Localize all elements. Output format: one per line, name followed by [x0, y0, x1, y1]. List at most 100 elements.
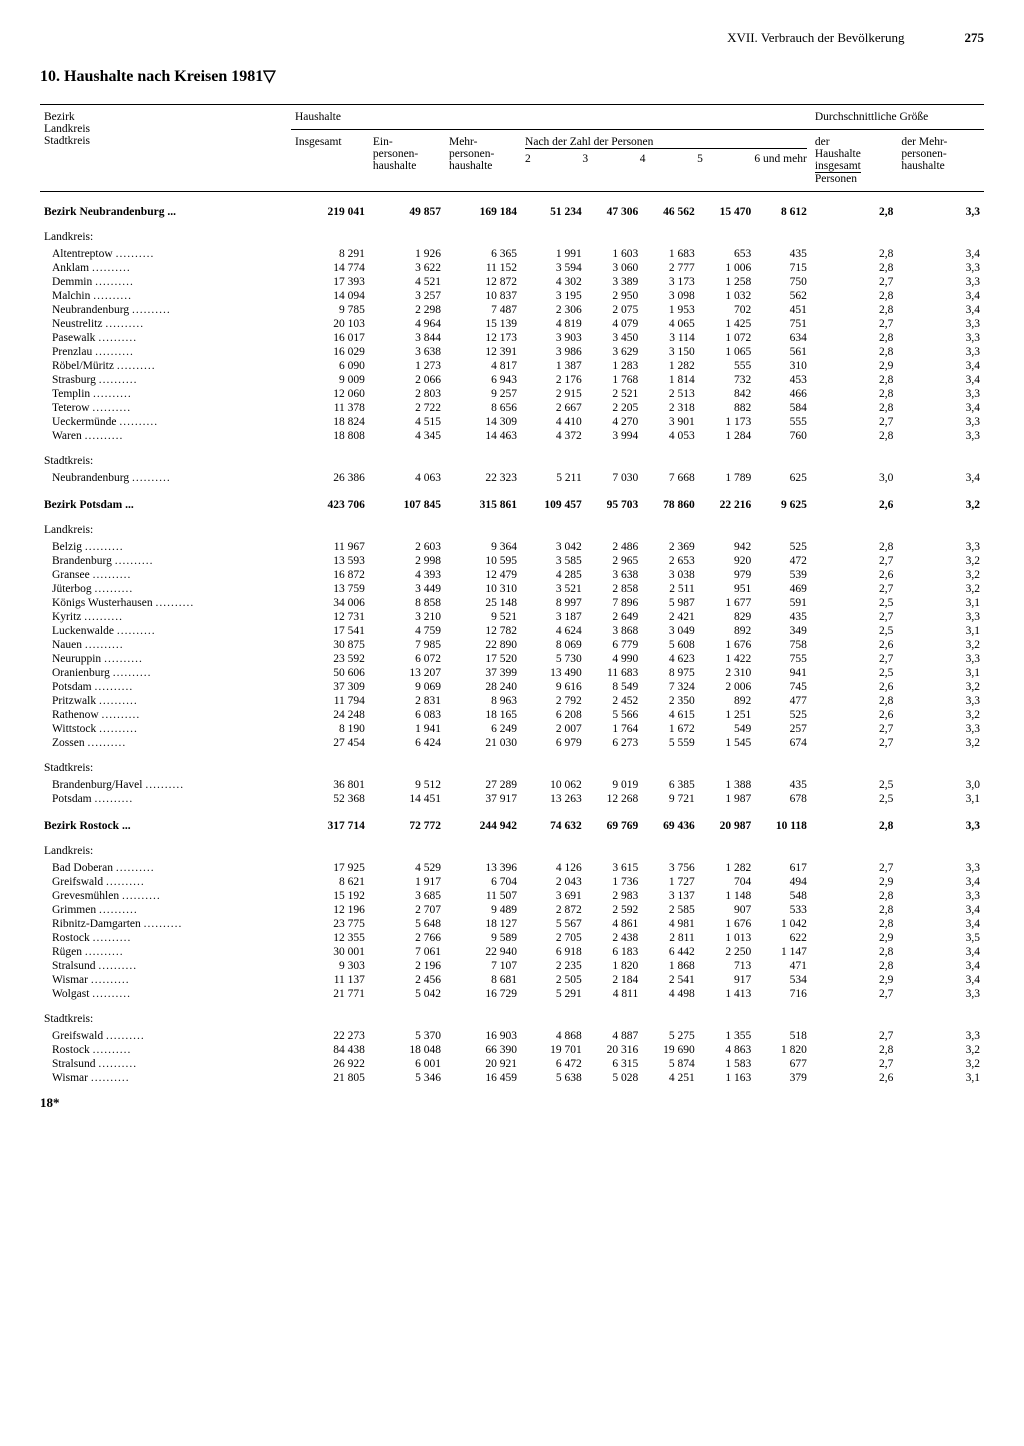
- footer-mark: 18*: [40, 1095, 984, 1111]
- table-cell: 3,1: [897, 1071, 984, 1085]
- table-cell: 7 107: [445, 959, 521, 973]
- col-stub-2: Landkreis: [44, 123, 90, 135]
- table-cell: 3,3: [897, 387, 984, 401]
- table-cell: 25 148: [445, 596, 521, 610]
- table-cell: 2 043: [521, 875, 586, 889]
- table-cell: 751: [755, 317, 811, 331]
- table-cell: 244 942: [445, 806, 521, 833]
- table-cell: 3,5: [897, 931, 984, 945]
- table-cell: 2 831: [369, 694, 445, 708]
- table-cell: 494: [755, 875, 811, 889]
- table-cell: 4 270: [586, 415, 643, 429]
- table-cell: 310: [755, 359, 811, 373]
- table-cell: 653: [699, 247, 756, 261]
- row-label: Greifswald: [40, 875, 291, 889]
- table-cell: 5 638: [521, 1071, 586, 1085]
- table-cell: 14 309: [445, 415, 521, 429]
- table-cell: 622: [755, 931, 811, 945]
- table-cell: 5 042: [369, 987, 445, 1001]
- col-mehr: Mehr-: [449, 136, 478, 148]
- table-cell: 6 083: [369, 708, 445, 722]
- table-cell: 3,3: [897, 722, 984, 736]
- table-cell: 7 030: [586, 471, 643, 485]
- table-cell: 315 861: [445, 485, 521, 512]
- table-cell: 1 072: [699, 331, 756, 345]
- row-label: Gransee: [40, 568, 291, 582]
- table-cell: 4 868: [521, 1029, 586, 1043]
- table-cell: 2,6: [811, 708, 897, 722]
- table-cell: 423 706: [291, 485, 369, 512]
- table-cell: 6 315: [586, 1057, 643, 1071]
- col-5: 5: [697, 153, 703, 165]
- table-cell: 920: [699, 554, 756, 568]
- table-cell: 3 049: [642, 624, 699, 638]
- table-cell: 3,3: [897, 694, 984, 708]
- table-cell: 713: [699, 959, 756, 973]
- table-cell: 15 470: [699, 192, 756, 219]
- table-cell: 2,7: [811, 861, 897, 875]
- table-cell: 1 013: [699, 931, 756, 945]
- table-cell: 7 061: [369, 945, 445, 959]
- table-cell: 2 803: [369, 387, 445, 401]
- table-cell: 4 759: [369, 624, 445, 638]
- table-cell: 2 205: [586, 401, 643, 415]
- table-cell: 3,3: [897, 652, 984, 666]
- table-cell: 435: [755, 778, 811, 792]
- table-cell: 3,3: [897, 1029, 984, 1043]
- table-cell: 892: [699, 694, 756, 708]
- table-cell: 1 953: [642, 303, 699, 317]
- table-cell: 28 240: [445, 680, 521, 694]
- table-cell: 3,2: [897, 485, 984, 512]
- table-cell: 5 987: [642, 596, 699, 610]
- table-cell: 3 585: [521, 554, 586, 568]
- table-cell: 2 707: [369, 903, 445, 917]
- table-cell: 27 454: [291, 736, 369, 750]
- table-cell: 1 258: [699, 275, 756, 289]
- table-cell: 3,4: [897, 401, 984, 415]
- table-cell: 2,5: [811, 666, 897, 680]
- table-cell: 2,5: [811, 624, 897, 638]
- table-cell: 3 187: [521, 610, 586, 624]
- table-cell: 3 994: [586, 429, 643, 443]
- table-cell: 6 472: [521, 1057, 586, 1071]
- row-label: Stadtkreis:: [40, 750, 984, 778]
- table-cell: 3,3: [897, 987, 984, 1001]
- table-cell: 3,2: [897, 638, 984, 652]
- table-cell: 3 594: [521, 261, 586, 275]
- table-cell: 4 410: [521, 415, 586, 429]
- table-cell: 5 275: [642, 1029, 699, 1043]
- table-cell: 3,4: [897, 973, 984, 987]
- table-cell: 17 925: [291, 861, 369, 875]
- table-cell: 9 364: [445, 540, 521, 554]
- table-cell: 1 917: [369, 875, 445, 889]
- table-cell: 2,7: [811, 582, 897, 596]
- table-cell: 26 922: [291, 1057, 369, 1071]
- table-cell: 3,3: [897, 345, 984, 359]
- table-cell: 4 515: [369, 415, 445, 429]
- table-cell: 1 677: [699, 596, 756, 610]
- table-cell: 6 090: [291, 359, 369, 373]
- table-cell: 24 248: [291, 708, 369, 722]
- table-cell: 3 042: [521, 540, 586, 554]
- table-cell: 3 903: [521, 331, 586, 345]
- table-cell: 2,6: [811, 680, 897, 694]
- table-cell: 72 772: [369, 806, 445, 833]
- row-label: Grevesmühlen: [40, 889, 291, 903]
- table-cell: 219 041: [291, 192, 369, 219]
- table-cell: 23 592: [291, 652, 369, 666]
- table-cell: 22 273: [291, 1029, 369, 1043]
- table-cell: 47 306: [586, 192, 643, 219]
- table-cell: 18 808: [291, 429, 369, 443]
- table-cell: 16 459: [445, 1071, 521, 1085]
- table-cell: 9 521: [445, 610, 521, 624]
- table-cell: 3,2: [897, 1043, 984, 1057]
- table-cell: 2,7: [811, 554, 897, 568]
- table-cell: 1 736: [586, 875, 643, 889]
- row-label: Stralsund: [40, 1057, 291, 1071]
- table-cell: 4 863: [699, 1043, 756, 1057]
- row-label: Stadtkreis:: [40, 1001, 984, 1029]
- table-cell: 3,3: [897, 861, 984, 875]
- table-cell: 3 622: [369, 261, 445, 275]
- row-label: Belzig: [40, 540, 291, 554]
- row-label: Königs Wusterhausen: [40, 596, 291, 610]
